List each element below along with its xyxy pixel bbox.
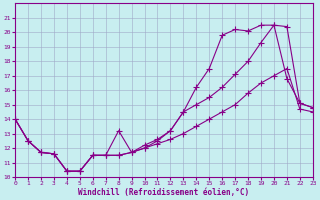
X-axis label: Windchill (Refroidissement éolien,°C): Windchill (Refroidissement éolien,°C)	[78, 188, 250, 197]
